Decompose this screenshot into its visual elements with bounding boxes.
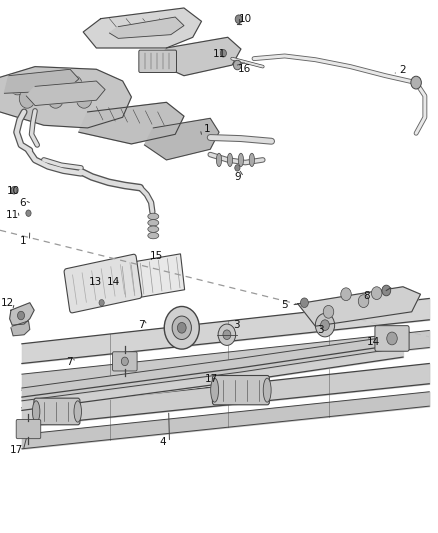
Bar (117, 254, 185, 301)
FancyBboxPatch shape (139, 50, 177, 72)
Circle shape (121, 357, 128, 366)
Text: 11: 11 (212, 50, 226, 59)
Circle shape (223, 330, 231, 340)
Text: 9: 9 (234, 172, 241, 182)
Text: 2: 2 (399, 66, 406, 75)
Text: 11: 11 (6, 211, 19, 220)
Circle shape (26, 210, 31, 216)
FancyBboxPatch shape (113, 352, 137, 371)
Text: 14: 14 (107, 278, 120, 287)
Circle shape (38, 76, 54, 95)
Text: 14: 14 (367, 337, 380, 347)
Ellipse shape (211, 378, 219, 402)
FancyBboxPatch shape (16, 419, 41, 439)
Circle shape (48, 89, 64, 108)
Text: 8: 8 (364, 291, 371, 301)
Text: 15: 15 (150, 251, 163, 261)
FancyBboxPatch shape (375, 326, 409, 351)
Polygon shape (10, 303, 34, 325)
Ellipse shape (148, 232, 159, 239)
FancyBboxPatch shape (64, 254, 142, 313)
Ellipse shape (32, 401, 40, 422)
Text: 17: 17 (10, 446, 23, 455)
Ellipse shape (148, 220, 159, 226)
Circle shape (315, 313, 335, 337)
Ellipse shape (148, 226, 159, 232)
Circle shape (172, 316, 191, 340)
Circle shape (411, 76, 421, 89)
Polygon shape (298, 287, 420, 326)
Circle shape (67, 76, 82, 95)
Polygon shape (158, 37, 241, 76)
Ellipse shape (216, 154, 222, 167)
Text: 5: 5 (281, 300, 288, 310)
Text: 12: 12 (1, 298, 14, 308)
Text: 17: 17 (205, 375, 218, 384)
Circle shape (371, 287, 382, 300)
Polygon shape (145, 118, 219, 160)
Text: 13: 13 (89, 278, 102, 287)
FancyBboxPatch shape (212, 375, 269, 405)
Text: 4: 4 (159, 438, 166, 447)
Circle shape (341, 288, 351, 301)
Text: 10: 10 (239, 14, 252, 23)
Circle shape (11, 187, 17, 194)
Text: 7: 7 (66, 358, 73, 367)
Circle shape (387, 332, 397, 345)
Text: 3: 3 (233, 320, 240, 330)
Text: 3: 3 (317, 326, 324, 335)
Text: 6: 6 (19, 198, 26, 207)
Circle shape (235, 165, 240, 171)
Ellipse shape (74, 401, 81, 422)
Circle shape (218, 324, 236, 345)
Text: 10: 10 (7, 186, 20, 196)
Circle shape (233, 60, 241, 70)
FancyBboxPatch shape (34, 398, 80, 425)
Polygon shape (79, 102, 184, 144)
Circle shape (76, 89, 92, 108)
Polygon shape (26, 81, 105, 106)
Circle shape (99, 300, 104, 306)
Text: 1: 1 (203, 124, 210, 134)
Ellipse shape (263, 378, 271, 402)
Circle shape (164, 306, 199, 349)
Circle shape (235, 15, 242, 23)
Polygon shape (0, 67, 131, 128)
Circle shape (323, 305, 334, 318)
Ellipse shape (249, 154, 254, 167)
Polygon shape (11, 321, 30, 336)
Text: 16: 16 (238, 64, 251, 74)
Circle shape (358, 295, 369, 308)
Polygon shape (4, 69, 79, 93)
Text: 7: 7 (138, 320, 145, 330)
Ellipse shape (148, 213, 159, 220)
Circle shape (321, 320, 329, 330)
Polygon shape (83, 8, 201, 48)
Circle shape (19, 89, 35, 108)
Circle shape (300, 298, 308, 308)
Ellipse shape (238, 154, 244, 167)
Circle shape (220, 50, 226, 57)
Circle shape (10, 76, 25, 95)
Circle shape (382, 285, 391, 296)
Ellipse shape (227, 154, 233, 167)
Text: 1: 1 (19, 236, 26, 246)
Circle shape (177, 322, 186, 333)
Polygon shape (110, 17, 184, 38)
Circle shape (18, 311, 25, 320)
